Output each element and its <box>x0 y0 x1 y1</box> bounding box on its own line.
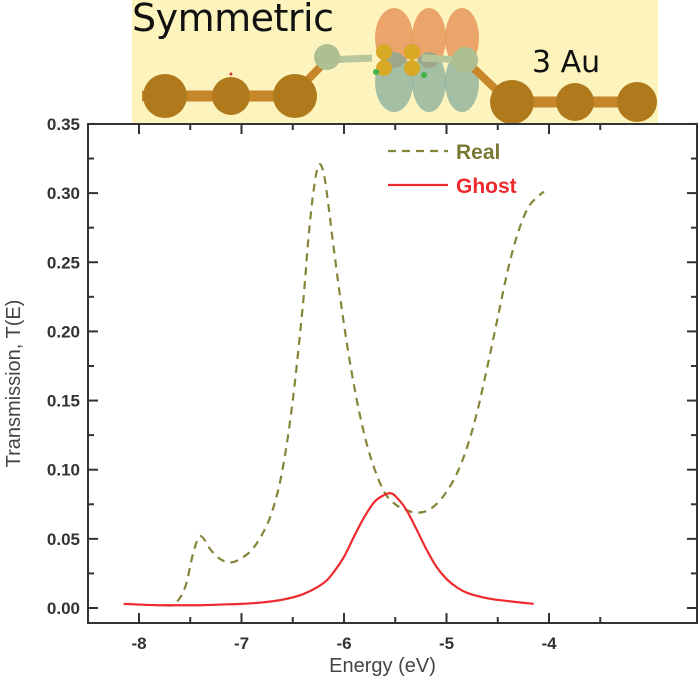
legend-ghost-label: Ghost <box>456 175 517 198</box>
y-tick-label: 0.25 <box>47 253 80 272</box>
legend-real-label: Real <box>456 141 500 164</box>
x-tick-label: -4 <box>541 634 557 653</box>
x-tick-label: -7 <box>234 634 249 653</box>
plot-curves <box>123 162 545 607</box>
y-tick-label: 0.15 <box>47 392 80 411</box>
y-tick-label: 0.10 <box>47 461 80 480</box>
molecule-inset: Symmetric 3 Au <box>132 0 658 124</box>
plot-frame <box>87 123 698 624</box>
series-real <box>164 162 545 607</box>
plot-axes: -8 -7 -6 -5 -4 0.00 0.05 0.10 0.15 0.20 0.25 0.30 0.… <box>3 115 698 677</box>
y-tick-label: 0.20 <box>47 322 80 341</box>
x-tick-label: -8 <box>131 634 146 653</box>
x-tick-label: -6 <box>336 634 351 653</box>
y-tick-label: 0.05 <box>47 530 80 549</box>
inset-title: Symmetric <box>132 0 334 40</box>
inset-label: 3 Au <box>532 45 601 80</box>
x-axis-label: Energy (eV) <box>329 655 436 677</box>
y-tick-label: 0.35 <box>47 115 80 134</box>
y-tick-label: 0.30 <box>47 184 80 203</box>
series-ghost <box>123 492 534 607</box>
y-axis-label: Transmission, T(E) <box>3 300 25 468</box>
x-tick-label: -5 <box>439 634 454 653</box>
legend: Real Ghost <box>388 141 517 198</box>
molecule-structure-icon <box>142 8 657 124</box>
y-tick-label: 0.00 <box>47 599 80 618</box>
